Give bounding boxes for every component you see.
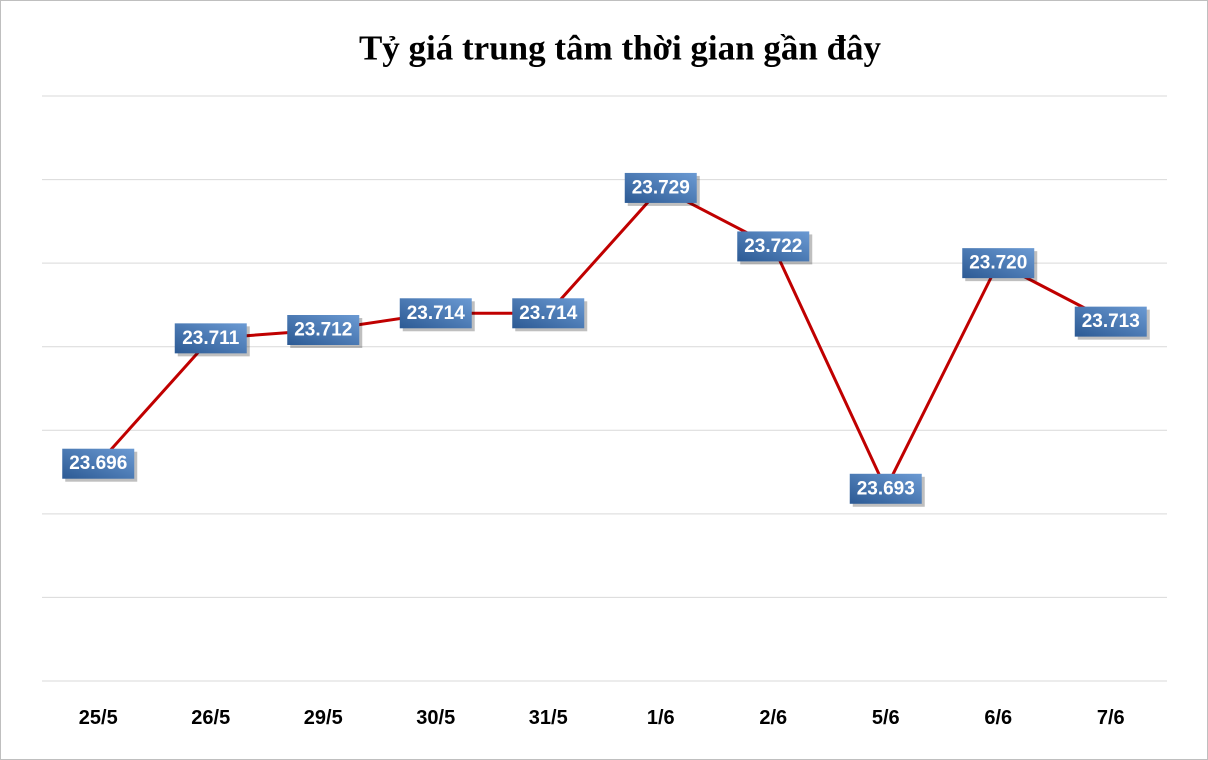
data-label-box <box>849 473 922 504</box>
x-tick-label: 31/5 <box>529 707 568 729</box>
x-tick-label: 5/6 <box>872 707 900 729</box>
data-label: 23.693 <box>857 478 915 499</box>
data-label-box <box>624 172 697 203</box>
x-tick-label: 2/6 <box>759 707 787 729</box>
data-label-box <box>737 231 810 262</box>
chart-title: Tỷ giá trung tâm thời gian gần đây <box>359 29 882 68</box>
x-tick-label: 30/5 <box>416 707 455 729</box>
x-tick-label: 29/5 <box>304 707 343 729</box>
x-tick-label: 25/5 <box>79 707 118 729</box>
x-tick-label: 6/6 <box>984 707 1012 729</box>
data-label: 23.722 <box>744 236 802 257</box>
x-tick-label: 1/6 <box>647 707 675 729</box>
x-tick-label: 26/5 <box>191 707 230 729</box>
data-label-box <box>62 448 135 479</box>
x-tick-label: 7/6 <box>1097 707 1125 729</box>
data-label: 23.711 <box>182 328 239 349</box>
data-label: 23.729 <box>632 177 690 198</box>
data-label: 23.696 <box>69 453 127 474</box>
data-label: 23.712 <box>294 320 352 341</box>
data-label: 23.714 <box>519 303 578 324</box>
data-label-box <box>1074 306 1147 337</box>
data-label-box <box>962 248 1035 279</box>
data-label: 23.720 <box>969 253 1027 274</box>
data-label-box <box>512 298 585 329</box>
data-label: 23.714 <box>407 303 466 324</box>
data-line <box>97 186 1112 491</box>
data-label-box <box>174 323 247 354</box>
data-label-box <box>287 315 360 345</box>
data-label-box <box>399 298 472 329</box>
data-label: 23.713 <box>1082 311 1140 332</box>
